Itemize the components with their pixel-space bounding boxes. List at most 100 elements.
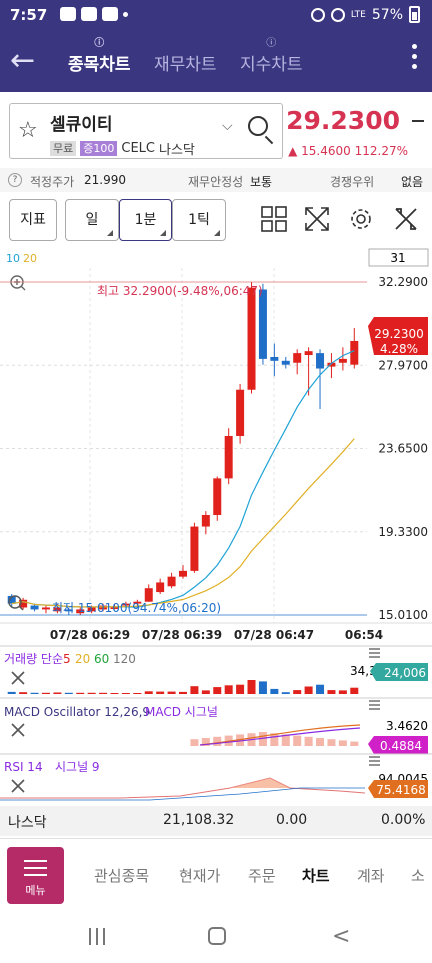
macd-bar — [304, 736, 313, 746]
tab-financial-chart[interactable]: 재무차트 — [154, 50, 217, 75]
system-back-icon[interactable]: < — [332, 924, 351, 949]
magnify-icon[interactable] — [8, 595, 24, 611]
x-axis: 07/28 06:29 07/28 06:39 07/28 06:47 06:54 — [50, 628, 383, 642]
macd-bar — [281, 734, 290, 746]
indicator-button[interactable]: 지표 — [9, 199, 57, 241]
volume-bar — [133, 693, 142, 694]
stock-name: 셀큐이티 — [50, 115, 113, 135]
candle-body — [30, 605, 39, 610]
rsi-menu-icon[interactable] — [369, 756, 380, 766]
candle-body — [316, 353, 325, 369]
bottom-nav-quote[interactable]: 현재가 — [179, 867, 221, 885]
index-summary: 나스닥 21,108.32 0.00 0.00% — [0, 806, 432, 836]
volume-bar — [53, 692, 62, 694]
candle-body — [167, 576, 176, 587]
price-change: ▲ 15.4600 112.27% — [288, 144, 408, 158]
status-right: LTE 57% — [310, 6, 420, 23]
volume-menu-icon[interactable] — [369, 648, 380, 658]
back-arrow-icon[interactable]: ← — [10, 43, 36, 78]
volume-bar — [258, 681, 267, 694]
help-icon[interactable]: ? — [8, 173, 22, 187]
expand-icon[interactable] — [304, 206, 330, 232]
candle-body — [281, 360, 290, 365]
bottom-nav-account[interactable]: 계좌 — [357, 867, 385, 885]
volume-bar — [236, 684, 245, 694]
rank-label: 경쟁우위 — [330, 175, 375, 189]
y-axis: 32.2900 27.9700 23.6500 19.3300 15.0100 — [378, 275, 428, 622]
volume-bar — [19, 692, 28, 694]
macd-bar — [338, 740, 347, 746]
candle-body — [110, 607, 119, 609]
ma20-legend: 20 — [23, 252, 37, 265]
candle-body — [144, 588, 153, 602]
period-day-button[interactable]: 일 — [65, 199, 119, 241]
period-day-label: 일 — [85, 212, 99, 228]
stock-code: CELC — [121, 141, 155, 156]
star-icon[interactable]: ☆ — [18, 118, 38, 143]
recent-apps-icon[interactable] — [89, 928, 105, 945]
battery-icon — [409, 6, 420, 23]
search-icon[interactable] — [248, 116, 268, 136]
x-tick-label: 07/28 06:29 — [50, 628, 130, 642]
ma10-legend: 10 — [6, 252, 20, 265]
tab-stock-chart[interactable]: ⓘ 종목차트 — [68, 38, 131, 75]
volume-bar — [201, 690, 210, 694]
period-minute-label: 1분 — [134, 212, 157, 228]
gear-icon[interactable] — [348, 206, 374, 232]
period-minute-button[interactable]: 1분 — [119, 199, 172, 241]
candle-body — [41, 607, 50, 610]
bottom-nav: 메뉴 관심종목 현재가 주문 차트 계좌 소 — [0, 838, 432, 910]
app-notification-icon — [81, 7, 97, 21]
menu-button[interactable]: 메뉴 — [7, 847, 64, 904]
volume-bar — [304, 686, 313, 694]
tab-marker-icon: ⓘ — [266, 38, 277, 49]
macd-pane: MACD Oscillator 12,26,9 MACD 시그널 3.4620 … — [0, 697, 432, 754]
network-label: LTE — [350, 9, 366, 20]
tab-index-chart[interactable]: ⓘ 지수차트 — [240, 38, 303, 75]
index-change: 0.00 — [276, 812, 308, 828]
status-time: 7:57 — [10, 6, 48, 24]
macd-menu-icon[interactable] — [369, 700, 380, 710]
fair-price-label: 적정주가 — [30, 175, 75, 189]
stock-market: 나스닥 — [159, 143, 195, 158]
home-icon[interactable] — [208, 927, 226, 945]
candle-count-box[interactable] — [368, 248, 429, 267]
close-rsi-icon[interactable] — [11, 779, 25, 793]
more-menu-icon[interactable] — [412, 44, 418, 69]
stock-selector[interactable]: ☆ 셀큐이티 ⌵ 무료 증100 CELC 나스닥 — [9, 103, 283, 159]
rank-value: 없음 — [401, 175, 424, 189]
period-tick-button[interactable]: 1틱 — [172, 199, 226, 241]
candle-body — [270, 356, 279, 361]
candle-body — [64, 609, 73, 612]
chart-area[interactable]: 10 20 31 32.2900 27.9700 23.6500 19.3300 15.… — [0, 248, 432, 838]
tools-icon[interactable] — [393, 206, 419, 232]
bottom-nav-more[interactable]: 소 — [411, 867, 425, 885]
stock-meta: 무료 증100 CELC 나스닥 — [50, 139, 195, 158]
gallery-icon — [60, 7, 76, 21]
candle-body — [53, 607, 62, 612]
close-volume-icon[interactable] — [11, 671, 25, 685]
layout-grid-icon[interactable] — [261, 206, 287, 232]
y-tick-label: 19.3300 — [378, 525, 428, 539]
volume-bar — [327, 690, 336, 694]
bottom-nav-order[interactable]: 주문 — [248, 867, 276, 885]
volume-bar — [156, 691, 165, 694]
x-tick-label: 06:54 — [345, 628, 383, 642]
candles — [7, 282, 359, 616]
rsi-pane: RSI 14 시그널 9 94.0045 75.4168 — [0, 753, 432, 801]
macd-bar — [293, 735, 302, 746]
volume-bar — [224, 685, 233, 694]
volume-bar — [350, 687, 359, 694]
volume-bar — [7, 691, 16, 694]
rsi-title-signal: 시그널 9 — [55, 760, 100, 774]
bottom-nav-watchlist[interactable]: 관심종목 — [94, 867, 150, 885]
candle-body — [350, 340, 359, 365]
volume-bar — [87, 692, 96, 694]
candlestick-chart[interactable]: 10 20 31 32.2900 27.9700 23.6500 19.3300 15.… — [0, 248, 432, 808]
volume-bar — [64, 692, 73, 694]
rsi-title: RSI 14 — [4, 760, 43, 774]
close-macd-icon[interactable] — [11, 723, 25, 737]
chevron-down-icon[interactable]: ⌵ — [222, 118, 233, 134]
bottom-nav-chart[interactable]: 차트 — [302, 867, 330, 885]
collapse-icon[interactable] — [412, 120, 424, 122]
